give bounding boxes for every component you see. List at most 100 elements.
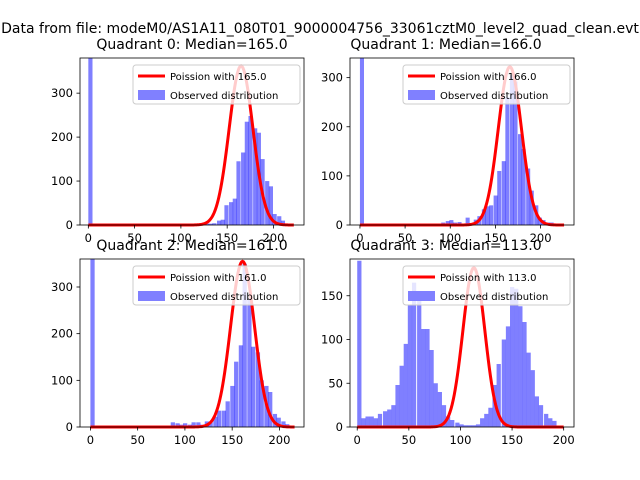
histogram-bar (485, 206, 490, 225)
histogram-bar (238, 345, 244, 427)
histogram-bar (281, 421, 286, 427)
x-tick-label: 100 (449, 433, 471, 447)
histogram-bar (450, 420, 455, 427)
histogram-bar (230, 385, 235, 427)
y-tick-label: 300 (51, 280, 73, 294)
x-tick-label: 0 (354, 433, 361, 447)
histogram-bar (221, 410, 227, 427)
histogram-bar (455, 422, 460, 428)
legend: Poission with 166.0 Observed distributio… (402, 64, 571, 105)
histogram-bar (514, 288, 519, 427)
histogram-bar (425, 329, 430, 427)
histogram-bar (224, 205, 229, 225)
histogram-bar (433, 383, 438, 427)
plot-title: Quadrant 1: Median=166.0 (350, 37, 541, 53)
y-tick-label: 0 (66, 420, 73, 434)
histogram-bar (244, 121, 249, 225)
histogram-bar (365, 416, 370, 427)
y-axis-ticks: 0 100 200 300 (51, 280, 80, 434)
histogram-bar (417, 300, 422, 428)
histogram-bar (383, 411, 388, 427)
histogram-bar (88, 58, 93, 225)
histogram-bar (90, 259, 95, 427)
legend-patch-swatch (138, 291, 165, 301)
histogram-bar (369, 416, 374, 427)
histogram-bar (259, 380, 264, 427)
histogram-bar (399, 365, 404, 427)
subplot-quadrant-0: 0 50 100 150 200 0 100 200 300 Quadrant 0: Medi… (51, 37, 305, 245)
x-tick-label: 100 (174, 433, 196, 447)
histogram-bar (208, 422, 213, 427)
x-tick-label: 200 (530, 231, 552, 245)
histogram-bar (213, 416, 218, 427)
y-tick-label: 200 (321, 120, 343, 134)
legend-label-poisson: Poission with 161.0 (170, 273, 266, 284)
legend-box (402, 265, 571, 306)
histogram-bar (361, 418, 366, 427)
histogram-bar (229, 202, 234, 225)
x-tick-label: 0 (85, 231, 92, 245)
x-tick-label: 150 (501, 433, 523, 447)
histogram-bar (530, 370, 535, 428)
y-tick-label: 200 (51, 130, 73, 144)
histogram-bar (280, 220, 286, 225)
histogram-bar (387, 409, 392, 427)
legend: Poission with 113.0 Observed distributio… (402, 265, 571, 306)
legend-box (132, 64, 301, 105)
histogram-bar (505, 97, 510, 225)
histogram-bar (255, 352, 261, 427)
histogram-bar (463, 425, 468, 427)
y-tick-label: 100 (321, 169, 343, 183)
plot-title: Quadrant 2: Median=161.0 (96, 238, 287, 254)
histogram-bar (204, 223, 210, 225)
axes-frame (349, 57, 575, 226)
histogram-bar (377, 413, 383, 428)
histogram-bar (236, 161, 241, 225)
histogram-bar (501, 339, 506, 427)
histogram-bar (501, 161, 506, 225)
y-tick-label: 100 (51, 174, 73, 188)
histogram-bar (277, 216, 282, 225)
histogram-bar (481, 209, 486, 225)
histogram-bar (212, 223, 217, 225)
x-tick-label: 0 (356, 231, 363, 245)
y-tick-label: 50 (328, 376, 343, 390)
histogram-bar (521, 148, 526, 225)
plot-title: Quadrant 3: Median=113.0 (350, 238, 541, 254)
histogram-bar (253, 128, 258, 225)
histogram-bar (518, 134, 523, 225)
histogram-bar (272, 214, 277, 225)
histogram-bar (544, 413, 549, 428)
histogram-bar (509, 75, 514, 225)
x-tick-label: 100 (439, 231, 461, 245)
legend-label-observed: Observed distribution (170, 292, 278, 303)
histogram-bar (552, 420, 557, 428)
y-tick-label: 0 (66, 218, 73, 232)
histogram-bar (242, 263, 247, 427)
histogram-bar (529, 190, 534, 225)
y-tick-label: 300 (321, 71, 343, 85)
histogram-bar (480, 418, 485, 427)
x-tick-label: 150 (216, 231, 238, 245)
x-tick-label: 200 (268, 433, 290, 447)
x-tick-label: 50 (398, 231, 413, 245)
histogram-bar (208, 223, 213, 225)
legend-label-observed: Observed distribution (440, 91, 548, 102)
histogram-bar (357, 260, 362, 427)
histogram-bar (359, 58, 364, 225)
histogram-bar (465, 217, 470, 225)
axes-frame (79, 57, 305, 226)
histogram-bar (191, 422, 196, 427)
histogram-bar (403, 343, 408, 428)
figure-suptitle: Data from file: modeM0/AS1A11_080T01_900… (1, 21, 639, 37)
subplot-quadrant-2: 0 50 100 150 200 0 100 200 300 Quadrant 2: Medi… (51, 238, 305, 447)
histogram-bar (234, 361, 239, 427)
histogram-bar (217, 410, 222, 427)
histogram-bar (421, 329, 426, 427)
histogram-bar (265, 181, 270, 225)
histogram-bar (459, 424, 464, 428)
histogram-bar (241, 152, 246, 225)
histogram-bar (216, 220, 222, 225)
x-axis-ticks: 0 50 100 150 200 (354, 427, 575, 447)
x-tick-label: 150 (484, 231, 506, 245)
